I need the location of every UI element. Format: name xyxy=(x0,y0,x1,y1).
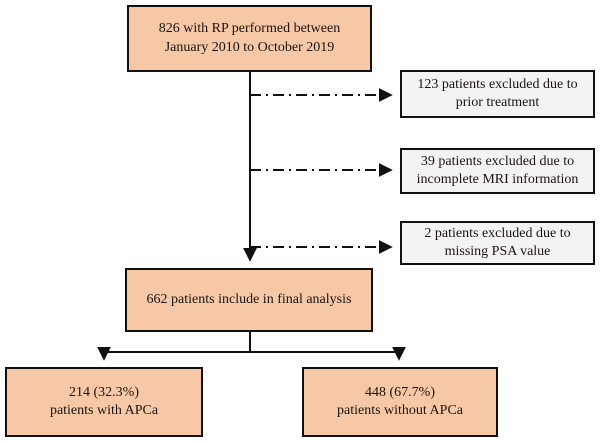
outcome-left-line2: patients with APCa xyxy=(49,403,159,418)
excluded-box-2-line1: 39 patients excluded due to xyxy=(420,153,575,169)
excluded-box-3-line1: 2 patients excluded due to xyxy=(424,225,571,241)
excluded-box-1-line1: 123 patients excluded due to xyxy=(417,76,578,92)
excluded-box-2-line2: incomplete MRI information xyxy=(416,172,579,187)
top-box-rp-performed: 826 with RP performed between January 20… xyxy=(127,5,372,72)
excluded-box-missing-psa: 2 patients excluded due to missing PSA v… xyxy=(400,221,595,265)
excluded-box-prior-treatment: 123 patients excluded due to prior treat… xyxy=(400,70,595,118)
excluded-box-1-line2: prior treatment xyxy=(455,95,540,110)
top-box-line2: January 2010 to October 2019 xyxy=(164,39,335,55)
outcome-box-with-apca: 214 (32.3%) patients with APCa xyxy=(5,367,203,437)
final-box-line1: 662 patients include in final analysis xyxy=(146,291,352,307)
outcome-right-line1: 448 (67.7%) xyxy=(365,384,435,400)
excluded-box-3-line2: missing PSA value xyxy=(444,244,551,259)
excluded-box-incomplete-mri: 39 patients excluded due to incomplete M… xyxy=(400,148,595,194)
final-analysis-box: 662 patients include in final analysis xyxy=(125,268,373,332)
outcome-left-line1: 214 (32.3%) xyxy=(69,384,139,400)
outcome-box-without-apca: 448 (67.7%) patients without APCa xyxy=(302,367,498,437)
outcome-right-line2: patients without APCa xyxy=(337,403,463,418)
top-box-line1: 826 with RP performed between xyxy=(158,21,341,37)
